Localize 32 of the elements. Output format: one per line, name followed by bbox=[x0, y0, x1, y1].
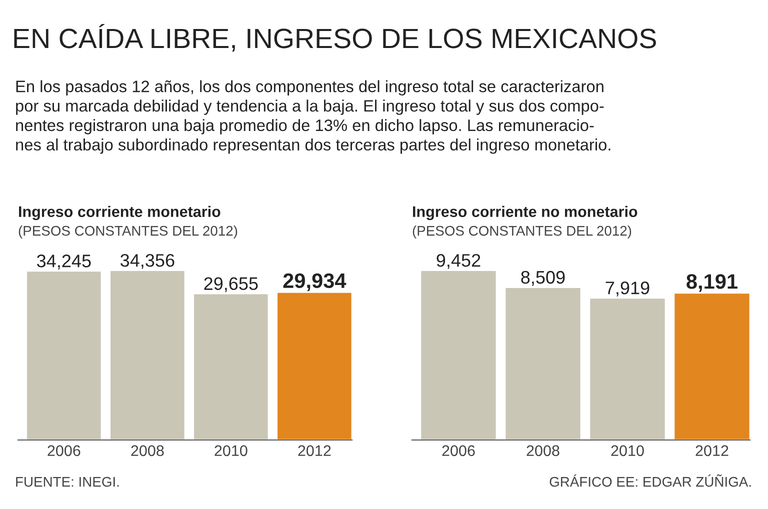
data-label: 29,934 bbox=[283, 273, 346, 292]
data-label: 8,509 bbox=[521, 270, 565, 286]
bar bbox=[673, 292, 750, 440]
bar bbox=[504, 286, 582, 440]
bar bbox=[588, 297, 666, 440]
data-label: 34,356 bbox=[120, 254, 174, 269]
x-tick-label: 2006 bbox=[442, 445, 475, 456]
bar bbox=[276, 291, 352, 440]
bar bbox=[109, 270, 186, 440]
text: EN CAÍDA LIBRE, INGRESO DE LOS MEXICANOS bbox=[14, 24, 656, 52]
text: En los pasados 12 años, los dos componentes del ingreso total se caracterizaron por su marcada debilidad y tendencia a la baja. El ingreso total y sus dos compo- nentes registraron una baja promedio de 13% en dicho lapso. Las remuneracio- nes al trabajo subordinado representan dos terceras partes del ingreso monetario. bbox=[16, 80, 610, 154]
text: GRÁFICO EE: EDGAR ZÚÑIGA. bbox=[550, 474, 751, 487]
x-tick-label: 2006 bbox=[48, 445, 80, 456]
data-label: 9,452 bbox=[436, 254, 480, 269]
chart-subtitle: (PESOS CONSTANTES DEL 2012) bbox=[412, 226, 632, 238]
x-tick-label: 2010 bbox=[214, 445, 248, 456]
chart-title: Ingreso corriente monetario bbox=[19, 206, 220, 220]
x-tick-label: 2012 bbox=[298, 445, 331, 456]
bar bbox=[26, 270, 102, 440]
x-tick-label: 2008 bbox=[131, 445, 164, 456]
x-tick-label: 2008 bbox=[526, 445, 560, 456]
chart-subtitle: (PESOS CONSTANTES DEL 2012) bbox=[18, 226, 238, 238]
data-label: 7,919 bbox=[606, 282, 650, 296]
x-tick-label: 2012 bbox=[696, 445, 728, 456]
data-label: 8,191 bbox=[686, 274, 738, 292]
chart-title: Ingreso corriente no monetario bbox=[413, 206, 638, 220]
data-label: 29,655 bbox=[204, 277, 258, 292]
x-tick-label: 2010 bbox=[611, 445, 644, 456]
bar bbox=[192, 292, 270, 440]
bar bbox=[420, 270, 498, 440]
source-note: FUENTE: INEGI. bbox=[16, 476, 119, 487]
data-label: 34,245 bbox=[37, 254, 91, 270]
